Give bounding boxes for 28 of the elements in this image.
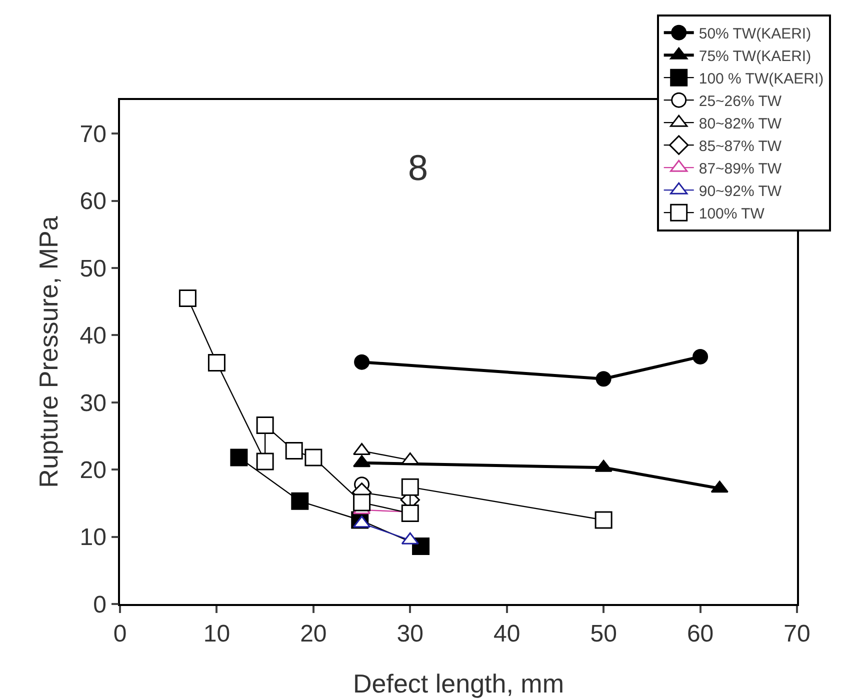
legend-label: 87~89% TW — [698, 160, 782, 178]
legend-label: 25~26% TW — [698, 92, 782, 110]
annotation: 8 — [408, 147, 428, 188]
legend-label: 80~82% TW — [698, 115, 782, 132]
x-tick-label: 70 — [784, 620, 810, 648]
legend-label: 85~87% TW — [698, 138, 782, 155]
y-tick-label: 10 — [80, 524, 106, 552]
y-tick-label: 20 — [80, 457, 106, 484]
x-tick-label: 60 — [686, 620, 714, 648]
legend-label: 75% TW(KAERI) — [698, 48, 812, 65]
y-tick-label: 0 — [93, 591, 106, 618]
x-axis-title: Defect length, mm — [353, 668, 564, 698]
legend-label: 50% TW(KAERI) — [698, 25, 812, 42]
x-tick-label: 10 — [203, 620, 230, 648]
y-tick-label: 30 — [80, 390, 106, 417]
y-axis-title: Rupture Pressure, MPa — [34, 216, 64, 488]
y-tick-label: 40 — [80, 322, 106, 350]
legend-label: 100% TW — [698, 205, 766, 222]
legend-label: 90~92% TW — [698, 182, 782, 200]
legend-label: 100 % TW(KAERI) — [698, 70, 824, 88]
x-tick-label: 30 — [396, 620, 424, 648]
y-tick-label: 60 — [80, 188, 106, 216]
y-tick-label: 50 — [80, 255, 106, 282]
x-tick-label: 50 — [590, 620, 617, 648]
y-tick-label: 70 — [80, 121, 106, 148]
x-tick-label: 20 — [300, 620, 327, 648]
x-tick-label: 0 — [113, 620, 127, 648]
x-tick-label: 40 — [494, 620, 520, 648]
